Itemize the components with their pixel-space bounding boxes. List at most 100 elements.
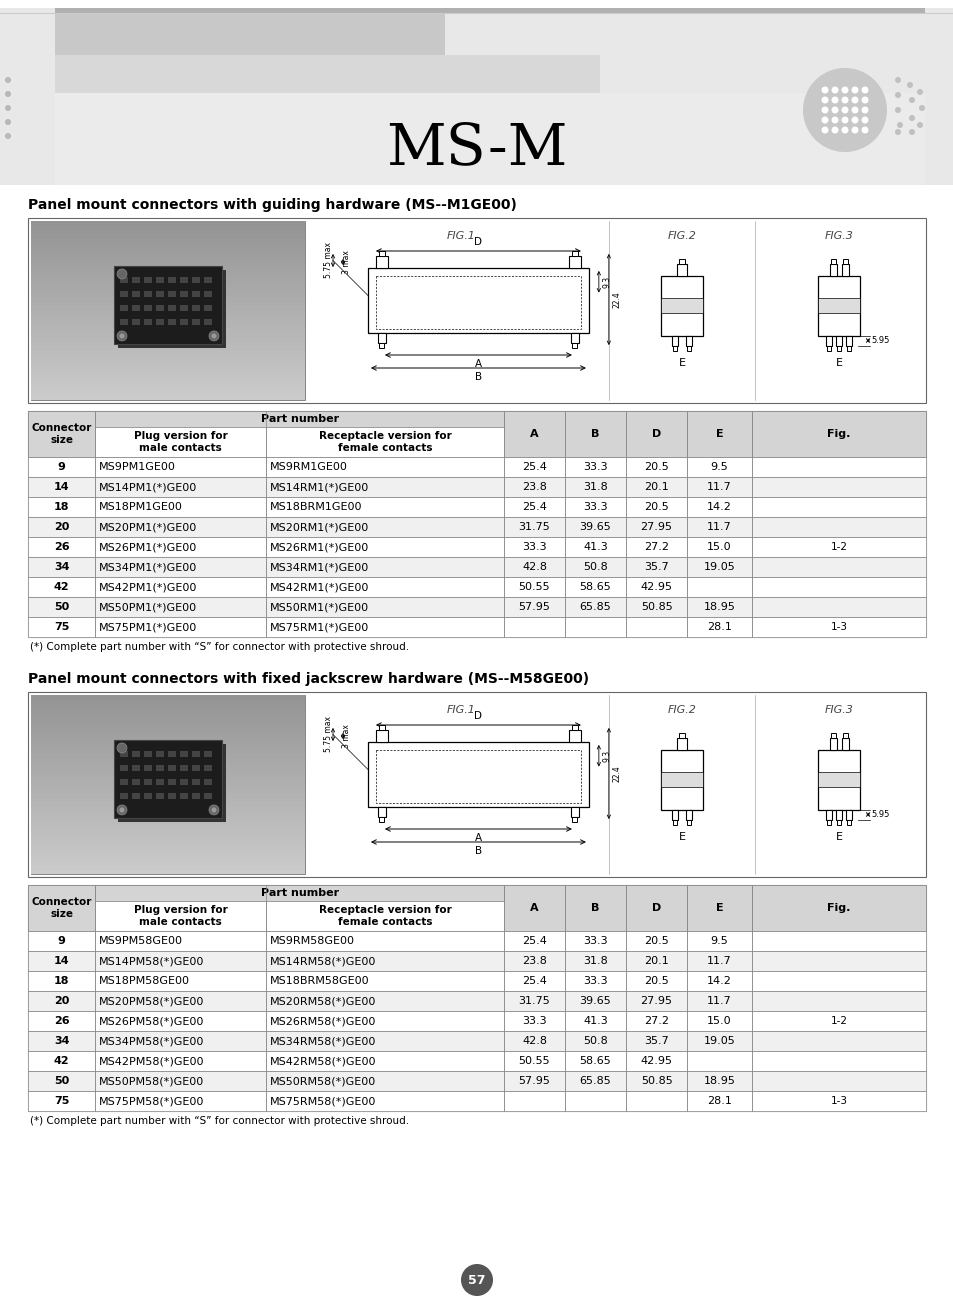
Bar bbox=[30, 333, 305, 337]
Text: 31.75: 31.75 bbox=[518, 996, 550, 1006]
Bar bbox=[375, 731, 388, 742]
Bar bbox=[95, 597, 266, 617]
Bar bbox=[503, 885, 564, 931]
Text: MS18BRM1GE00: MS18BRM1GE00 bbox=[270, 502, 362, 512]
Text: 14.2: 14.2 bbox=[706, 976, 731, 985]
Text: 11.7: 11.7 bbox=[706, 521, 731, 532]
Text: 41.3: 41.3 bbox=[582, 542, 607, 552]
Bar bbox=[180, 752, 188, 757]
Bar bbox=[829, 264, 836, 276]
Text: A: A bbox=[530, 429, 538, 439]
Bar bbox=[686, 819, 690, 825]
Bar bbox=[156, 765, 164, 771]
Bar bbox=[686, 537, 751, 557]
Bar bbox=[168, 793, 175, 799]
Text: 23.8: 23.8 bbox=[521, 955, 546, 966]
Text: Connector
size: Connector size bbox=[31, 422, 91, 446]
Bar bbox=[266, 1091, 503, 1111]
Text: 35.7: 35.7 bbox=[643, 562, 668, 572]
Text: 20: 20 bbox=[54, 521, 70, 532]
Text: MS50PM1(*)GE00: MS50PM1(*)GE00 bbox=[99, 603, 197, 612]
Bar bbox=[751, 1070, 925, 1091]
Text: Plug version for
male contacts: Plug version for male contacts bbox=[133, 431, 228, 454]
Text: MS20PM1(*)GE00: MS20PM1(*)GE00 bbox=[99, 521, 197, 532]
Bar bbox=[266, 971, 503, 991]
Bar bbox=[95, 901, 266, 931]
Bar bbox=[266, 518, 503, 537]
Text: 5.95: 5.95 bbox=[870, 336, 888, 345]
Bar bbox=[144, 305, 152, 311]
Bar bbox=[95, 497, 266, 518]
Bar bbox=[625, 1051, 686, 1070]
Bar bbox=[266, 477, 503, 497]
Text: MS34RM1(*)GE00: MS34RM1(*)GE00 bbox=[270, 562, 369, 572]
Bar bbox=[120, 765, 128, 771]
Bar bbox=[30, 704, 305, 708]
Bar bbox=[841, 732, 846, 737]
Bar bbox=[30, 789, 305, 793]
Bar bbox=[379, 817, 384, 822]
Text: 50.8: 50.8 bbox=[582, 1036, 607, 1046]
Bar bbox=[564, 931, 625, 951]
Bar bbox=[55, 93, 924, 186]
Text: 5.75 max: 5.75 max bbox=[324, 243, 334, 278]
Bar bbox=[679, 259, 684, 264]
Circle shape bbox=[460, 1264, 493, 1297]
Text: 42.95: 42.95 bbox=[639, 1056, 672, 1067]
Bar bbox=[30, 288, 305, 293]
Bar bbox=[686, 991, 751, 1012]
Bar bbox=[144, 752, 152, 757]
Text: 57.95: 57.95 bbox=[518, 603, 550, 612]
Bar bbox=[30, 852, 305, 856]
Text: 42: 42 bbox=[53, 582, 70, 592]
Text: Part number: Part number bbox=[260, 414, 338, 423]
Bar bbox=[30, 744, 305, 749]
Bar bbox=[379, 342, 384, 348]
Text: D: D bbox=[474, 237, 482, 247]
Bar bbox=[30, 856, 305, 860]
Text: 9.5: 9.5 bbox=[710, 461, 727, 472]
Circle shape bbox=[831, 116, 838, 123]
Text: 19.05: 19.05 bbox=[703, 1036, 735, 1046]
Bar bbox=[204, 793, 212, 799]
Bar bbox=[55, 8, 924, 13]
Bar bbox=[192, 779, 200, 786]
Bar bbox=[192, 793, 200, 799]
Bar bbox=[30, 847, 305, 852]
Bar bbox=[113, 265, 222, 344]
Bar bbox=[503, 1012, 564, 1031]
Text: 25.4: 25.4 bbox=[521, 502, 546, 512]
Bar bbox=[30, 825, 305, 829]
Bar bbox=[28, 1012, 95, 1031]
Bar bbox=[168, 752, 175, 757]
Bar bbox=[30, 838, 305, 843]
Text: 15.0: 15.0 bbox=[706, 542, 731, 552]
Bar bbox=[30, 359, 305, 365]
Circle shape bbox=[851, 106, 858, 114]
Bar bbox=[30, 806, 305, 812]
Text: 19.05: 19.05 bbox=[703, 562, 735, 572]
Bar bbox=[836, 819, 841, 825]
Bar bbox=[30, 780, 305, 784]
Text: 18: 18 bbox=[54, 976, 70, 985]
Bar bbox=[30, 271, 305, 274]
Bar bbox=[95, 1070, 266, 1091]
Bar bbox=[266, 576, 503, 597]
Bar bbox=[120, 779, 128, 786]
Bar bbox=[30, 374, 305, 378]
Text: MS20PM58(*)GE00: MS20PM58(*)GE00 bbox=[99, 996, 205, 1006]
Bar bbox=[95, 518, 266, 537]
Bar bbox=[751, 497, 925, 518]
Bar bbox=[168, 291, 175, 297]
Circle shape bbox=[209, 331, 219, 341]
Text: 1-2: 1-2 bbox=[829, 1016, 846, 1026]
Bar bbox=[751, 457, 925, 477]
Text: 50: 50 bbox=[54, 603, 70, 612]
Bar bbox=[28, 218, 925, 403]
Bar bbox=[503, 410, 564, 457]
Bar bbox=[686, 1091, 751, 1111]
Bar bbox=[28, 1070, 95, 1091]
Bar bbox=[625, 951, 686, 971]
Text: D: D bbox=[651, 429, 660, 439]
Text: MS9PM58GE00: MS9PM58GE00 bbox=[99, 936, 183, 946]
